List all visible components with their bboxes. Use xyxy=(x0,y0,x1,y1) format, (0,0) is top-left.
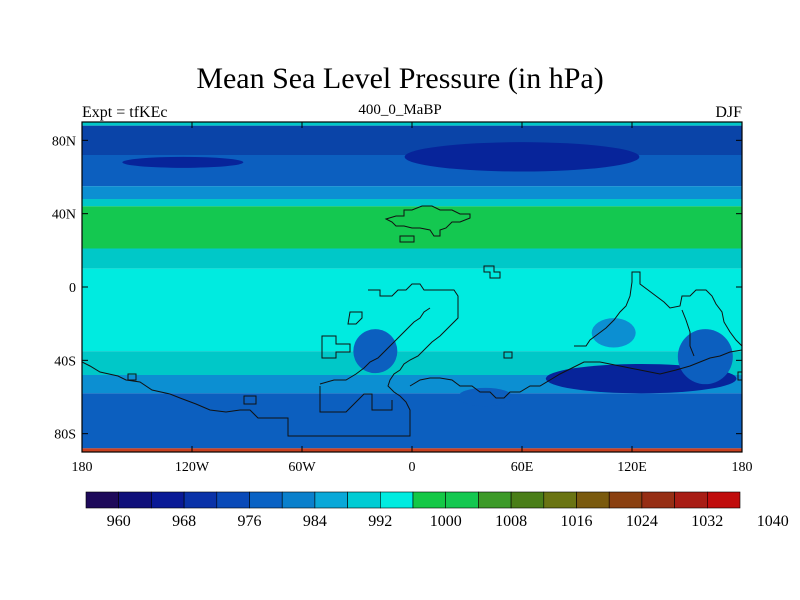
colorbar-swatch xyxy=(151,491,185,509)
landmass-small-islet-b xyxy=(503,351,513,359)
landmass-north-islet xyxy=(399,235,415,243)
colorbar-swatch xyxy=(674,491,708,509)
colorbar-swatch xyxy=(445,491,479,509)
landmass-north xyxy=(384,205,471,237)
landmass-east xyxy=(409,349,742,399)
colorbar-swatch xyxy=(183,491,218,509)
lon-tick-label: 120W xyxy=(175,460,210,475)
colorbar-swatch xyxy=(379,491,414,509)
landmass-small-island xyxy=(483,265,501,279)
colorbar: 960 968 976 984 992 1000 1008 1016 1024 1032 1040 xyxy=(85,491,789,530)
lon-tick-label: 0 xyxy=(409,460,416,475)
coastline xyxy=(82,205,742,437)
lat-tick-label: 80N xyxy=(52,134,76,149)
colorbar-swatch xyxy=(216,491,250,509)
longitude-axis: 180 120W 60W 0 60E 120E 180 xyxy=(72,122,753,475)
colorbar-swatch xyxy=(576,491,610,509)
pressure-cell-5 xyxy=(677,329,733,385)
colorbar-swatch xyxy=(608,491,643,509)
colorbar-label: 1008 xyxy=(495,513,527,530)
colorbar-swatch xyxy=(347,491,381,509)
colorbar-swatch xyxy=(412,491,447,509)
lon-tick-label: 180 xyxy=(72,460,93,475)
landmass-small-islet-d xyxy=(243,395,257,405)
lat-tick-label: 0 xyxy=(69,281,76,296)
colorbar-label: 1000 xyxy=(430,513,462,530)
period-label: 400_0_MaBP xyxy=(358,102,442,118)
pressure-band-5 xyxy=(82,206,742,249)
colorbar-swatch xyxy=(85,491,120,509)
colorbar-swatch xyxy=(543,491,577,509)
lat-tick-label: 80S xyxy=(54,428,76,443)
pressure-cell-3 xyxy=(353,329,398,374)
lon-tick-label: 60E xyxy=(511,460,534,475)
map-title: Mean Sea Level Pressure (in hPa) xyxy=(196,62,604,95)
pressure-cell-6 xyxy=(457,387,513,407)
pressure-contour-fill xyxy=(82,122,742,452)
colorbar-label: 976 xyxy=(238,513,262,530)
landmass-south-central-inner xyxy=(319,307,431,385)
colorbar-label: 984 xyxy=(303,513,327,530)
pressure-cell-0 xyxy=(404,142,640,172)
landmass-coast-west xyxy=(319,386,393,413)
colorbar-label: 1040 xyxy=(757,513,789,530)
colorbar-swatch xyxy=(510,491,545,509)
pressure-band-4 xyxy=(82,199,742,207)
pressure-band-7 xyxy=(82,268,742,352)
colorbar-swatch xyxy=(118,491,152,509)
colorbar-label: 960 xyxy=(107,513,131,530)
pressure-band-3 xyxy=(82,186,742,199)
landmass-east-c xyxy=(681,309,695,357)
colorbar-label: 1032 xyxy=(691,513,723,530)
colorbar-swatch xyxy=(478,491,512,509)
landmass-small-islet-c xyxy=(127,373,137,381)
lon-tick-label: 180 xyxy=(732,460,753,475)
colorbar-swatch xyxy=(249,491,283,509)
lat-tick-label: 40S xyxy=(54,354,76,369)
pressure-cell-4 xyxy=(591,318,636,348)
season-label: DJF xyxy=(715,104,742,121)
landmass-south-central xyxy=(82,283,459,437)
colorbar-label: 1024 xyxy=(626,513,658,530)
colorbar-label: 1016 xyxy=(561,513,593,530)
lon-tick-label: 120E xyxy=(617,460,647,475)
colorbar-swatch xyxy=(641,491,675,509)
landmass-east-b xyxy=(574,271,742,347)
latitude-axis: 80N 40N 0 40S 80S xyxy=(52,134,742,443)
colorbar-label: 992 xyxy=(368,513,392,530)
pressure-band-10 xyxy=(82,393,742,449)
colorbar-label: 968 xyxy=(172,513,196,530)
landmass-east-edge xyxy=(737,371,742,381)
landmass-peninsula-b xyxy=(321,335,351,359)
colorbar-swatch xyxy=(281,491,316,509)
pressure-band-6 xyxy=(82,248,742,269)
colorbar-swatch xyxy=(314,491,348,509)
lat-tick-label: 40N xyxy=(52,208,76,223)
landmass-peninsula xyxy=(347,311,363,325)
pressure-cell-1 xyxy=(122,156,244,168)
pressure-band-1 xyxy=(82,125,742,155)
experiment-label: Expt = tfKEc xyxy=(82,104,168,121)
colorbar-swatch xyxy=(706,491,741,509)
lon-tick-label: 60W xyxy=(288,460,316,475)
